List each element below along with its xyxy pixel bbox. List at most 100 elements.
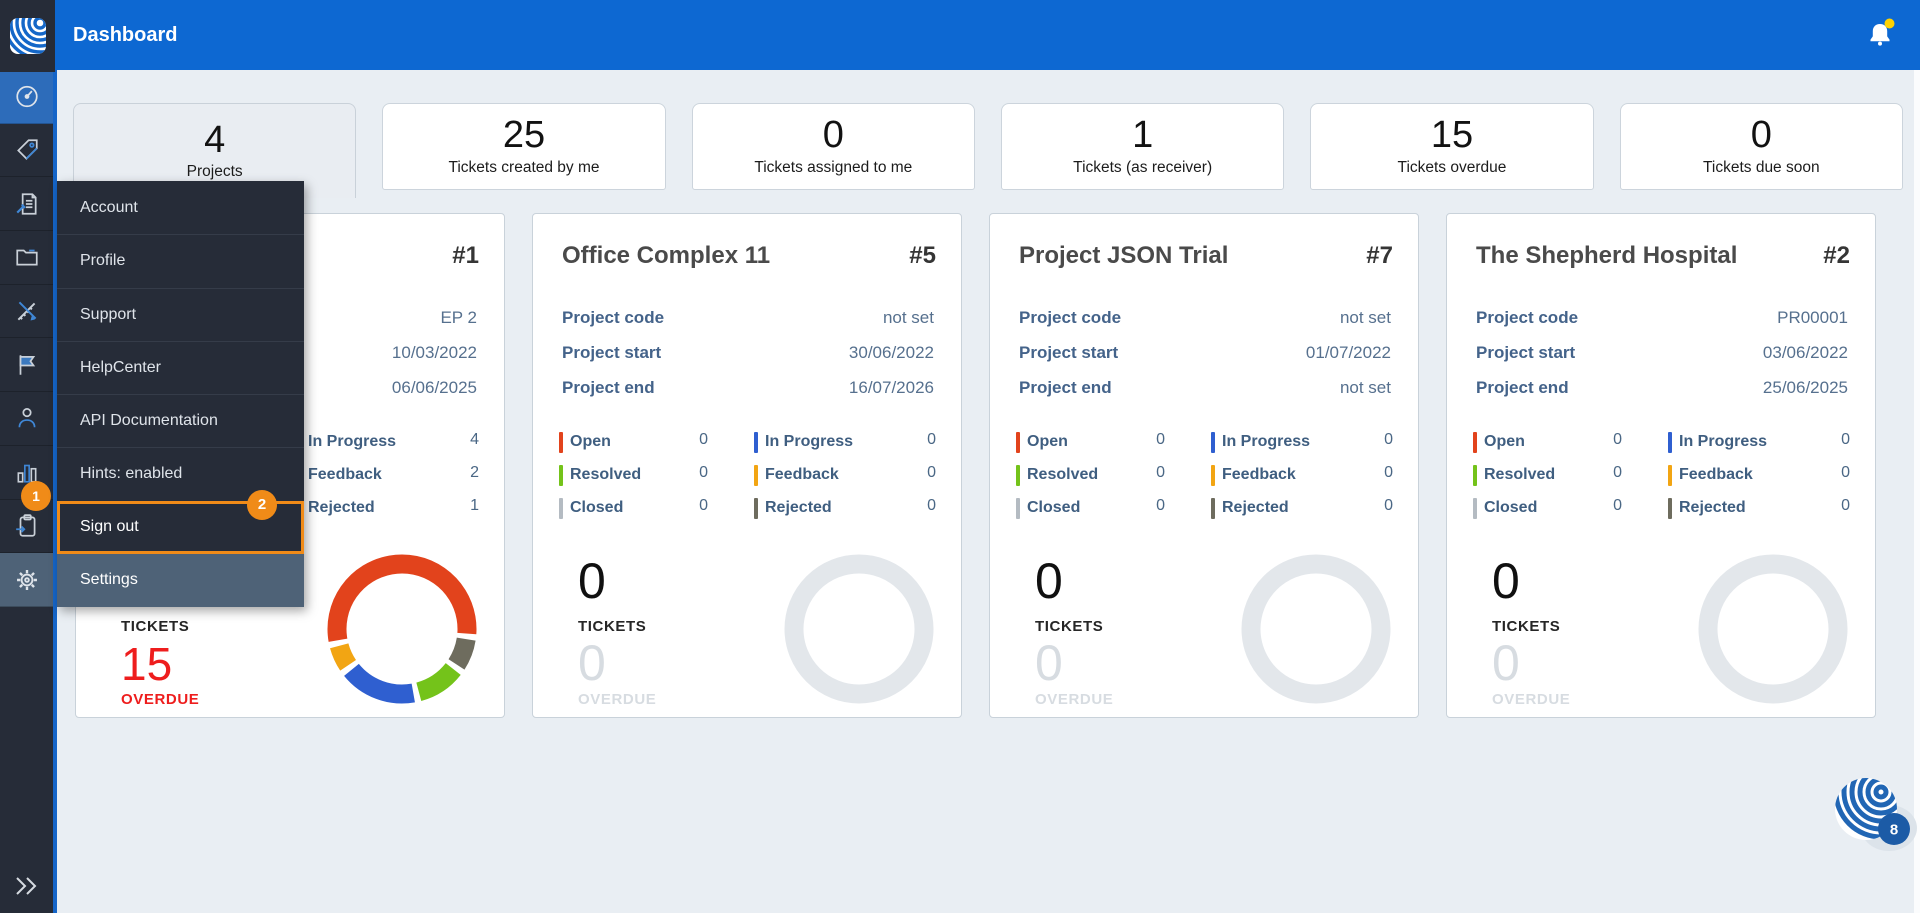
- status-label: Feedback: [765, 466, 839, 483]
- status-open: Open: [559, 431, 611, 453]
- menu-item-profile[interactable]: Profile: [57, 234, 304, 287]
- status-in-progress: In Progress: [754, 431, 853, 453]
- project-card-5[interactable]: Office Complex 11 #5 Project code not se…: [532, 213, 962, 718]
- status-label: Open: [1027, 433, 1068, 450]
- stat-card-tickets-overdue[interactable]: 15 Tickets overdue: [1310, 103, 1594, 190]
- status-value: 0: [699, 464, 708, 481]
- stat-value: 15: [1430, 114, 1474, 157]
- project-card-2[interactable]: The Shepherd Hospital #2 Project code PR…: [1446, 213, 1876, 718]
- status-value: 2: [470, 464, 479, 481]
- sidebar-item-projects[interactable]: [0, 231, 53, 285]
- status-value: 0: [1384, 464, 1393, 481]
- sign-out-label: Sign out: [80, 518, 139, 536]
- sidebar-item-dashboard[interactable]: [0, 70, 53, 124]
- project-start-value: 10/03/2022: [391, 343, 477, 362]
- stat-card-tickets-receiver[interactable]: 1 Tickets (as receiver): [1000, 103, 1285, 190]
- status-value: 0: [1156, 497, 1165, 514]
- status-label: Open: [570, 433, 611, 450]
- status-label: Rejected: [765, 499, 832, 516]
- sidebar-item-settings[interactable]: [0, 553, 53, 607]
- stat-value: 0: [1750, 114, 1772, 157]
- stat-card-tickets-due-soon[interactable]: 0 Tickets due soon: [1619, 103, 1903, 190]
- sidebar-item-milestones[interactable]: [0, 338, 53, 393]
- status-label: Feedback: [1222, 466, 1296, 483]
- tickets-label: TICKETS: [1035, 618, 1104, 635]
- sidebar-notification-badge: 1: [21, 481, 51, 511]
- menu-item-settings[interactable]: Settings: [57, 553, 304, 607]
- tickets-donut-chart: [327, 554, 477, 704]
- double-chevron-right-icon: [15, 877, 36, 895]
- status-value: 0: [1613, 497, 1622, 514]
- status-value: 0: [927, 464, 936, 481]
- status-color-bar: [559, 464, 563, 486]
- menu-item-api-documentation[interactable]: API Documentation: [57, 394, 304, 447]
- floating-brand-button[interactable]: 8: [1833, 776, 1920, 859]
- project-end-value: not set: [1339, 378, 1391, 397]
- status-color-bar: [754, 431, 758, 453]
- project-code-label: Project code: [1019, 308, 1122, 327]
- project-card-7[interactable]: Project JSON Trial #7 Project code not s…: [989, 213, 1419, 718]
- project-code-value: not set: [1339, 308, 1391, 327]
- report-document-icon: [15, 193, 37, 215]
- user-icon: [18, 408, 35, 428]
- project-start-label: Project start: [1019, 343, 1119, 362]
- scrollbar-track[interactable]: [1914, 70, 1920, 913]
- tickets-label: TICKETS: [121, 618, 190, 635]
- bell-icon: [1870, 18, 1895, 46]
- status-closed: Closed: [559, 497, 623, 519]
- sidebar-item-tags[interactable]: [0, 124, 53, 178]
- status-color-bar: [1668, 497, 1672, 519]
- tickets-donut-chart: [784, 554, 934, 704]
- status-color-bar: [1016, 431, 1020, 453]
- status-label: In Progress: [308, 433, 397, 450]
- status-value: 0: [1156, 431, 1165, 448]
- status-value: 0: [1613, 431, 1622, 448]
- project-cards-row: #1 EP 2 10/03/2022 06/06/2025 In Progres…: [75, 213, 1876, 718]
- menu-item-helpcenter[interactable]: HelpCenter: [57, 340, 304, 394]
- project-title: Office Complex 11: [562, 242, 771, 269]
- status-open: Open: [1473, 431, 1525, 453]
- status-in-progress: In Progress: [297, 431, 396, 453]
- project-code-label: Project code: [1476, 308, 1579, 327]
- sidebar-collapse-button[interactable]: [0, 875, 53, 897]
- notifications-button[interactable]: [1866, 18, 1896, 52]
- status-color-bar: [1668, 464, 1672, 486]
- status-resolved: Resolved: [559, 464, 641, 486]
- status-label: Feedback: [1679, 466, 1753, 483]
- sidebar-item-reports[interactable]: [0, 177, 53, 232]
- overdue-count: 0: [578, 635, 606, 691]
- status-label: Rejected: [1679, 499, 1746, 516]
- app-logo[interactable]: [0, 0, 55, 72]
- sidebar-item-users[interactable]: [0, 392, 53, 446]
- status-label: Open: [1484, 433, 1525, 450]
- project-number: #1: [452, 242, 479, 269]
- status-color-bar: [1473, 464, 1477, 486]
- sidebar-item-tools[interactable]: [0, 285, 53, 339]
- overdue-label: OVERDUE: [1035, 691, 1114, 708]
- project-title: The Shepherd Hospital: [1476, 242, 1738, 269]
- project-end-label: Project end: [1476, 378, 1569, 397]
- status-color-bar: [754, 464, 758, 486]
- menu-item-account[interactable]: Account: [80, 198, 138, 216]
- stat-value: 1: [1132, 114, 1154, 157]
- status-color-bar: [559, 497, 563, 519]
- status-label: In Progress: [1222, 433, 1311, 450]
- status-value: 0: [1384, 497, 1393, 514]
- menu-item-sign-out[interactable]: Sign out 2: [57, 489, 304, 554]
- status-label: Closed: [1027, 499, 1081, 516]
- status-rejected: Rejected: [754, 497, 832, 519]
- status-resolved: Resolved: [1016, 464, 1098, 486]
- project-end-label: Project end: [1019, 378, 1112, 397]
- overdue-count: 0: [1035, 635, 1063, 691]
- stat-card-tickets-assigned[interactable]: 0 Tickets assigned to me: [691, 103, 975, 190]
- stat-card-tickets-created[interactable]: 25 Tickets created by me: [382, 103, 666, 190]
- clipboard-icon: [15, 514, 35, 537]
- sidebar-item-tasks[interactable]: [0, 500, 53, 554]
- status-color-bar: [1016, 497, 1020, 519]
- project-end-label: Project end: [562, 378, 655, 397]
- status-closed: Closed: [1016, 497, 1080, 519]
- menu-item-hints[interactable]: Hints: enabled: [57, 447, 304, 500]
- status-resolved: Resolved: [1473, 464, 1555, 486]
- menu-item-support[interactable]: Support: [57, 287, 304, 341]
- stats-row: 4 Projects 25 Tickets created by me 0 Ti…: [73, 103, 1903, 198]
